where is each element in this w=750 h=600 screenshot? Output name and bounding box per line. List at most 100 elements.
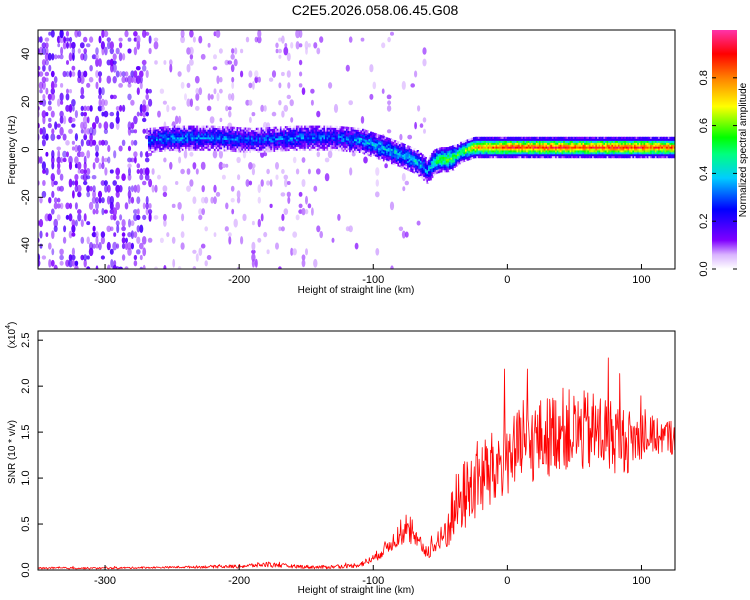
- spectrogram-ridge-cell: [292, 127, 295, 130]
- spectrogram-ridge-cell: [312, 127, 315, 130]
- spectrogram-ridge-cell: [638, 156, 641, 159]
- spectrogram-ridge-cell: [394, 149, 397, 152]
- spectrogram-ridge-cell: [164, 143, 167, 146]
- spectrogram-ridge-cell: [455, 152, 458, 156]
- spectrogram-ridge-cell: [495, 152, 498, 155]
- spectrogram-ridge-cell: [662, 138, 666, 141]
- spectrogram-ridge-cell: [387, 143, 390, 146]
- spectrogram-ridge-cell: [634, 144, 637, 147]
- spectrogram-ridge-cell: [268, 148, 271, 151]
- spectrogram-noise-cell: [386, 105, 392, 112]
- spectrogram-noise-cell: [402, 186, 406, 192]
- spectrogram-ridge-cell: [300, 146, 303, 149]
- spectrogram-ridge-cell: [302, 137, 305, 140]
- spectrogram-ridge-cell: [558, 150, 561, 153]
- spectrogram-noise-cell: [51, 248, 55, 256]
- spectrogram-ridge-cell: [485, 146, 489, 149]
- spectrogram-ridge-cell: [186, 137, 189, 140]
- spectrogram-ridge-cell: [669, 146, 672, 149]
- spectrogram-ridge-cell: [442, 149, 445, 152]
- spectrogram-ridge-cell: [576, 142, 579, 145]
- spectrogram-ridge-cell: [547, 148, 550, 151]
- spectrogram-ridge-cell: [539, 146, 542, 149]
- spectrogram-ridge-cell: [394, 142, 397, 145]
- spectrogram-ridge-cell: [268, 127, 271, 130]
- spectrogram-ridge-cell: [408, 163, 411, 166]
- spectrogram-noise-cell: [80, 151, 85, 158]
- spectrogram-ridge-cell: [167, 126, 170, 129]
- spectrogram-ridge-cell: [271, 147, 275, 151]
- spectrogram-ridge-cell: [189, 125, 192, 128]
- spectrogram-ridge-cell: [526, 138, 529, 141]
- spectrogram-ridge-cell: [617, 140, 621, 143]
- spectrogram-ridge-cell: [164, 137, 167, 141]
- spectrogram-noise-cell: [103, 209, 108, 214]
- spectrogram-ridge-cell: [518, 146, 521, 149]
- spectrogram-ridge-cell: [571, 140, 574, 143]
- spectrogram-ridge-cell: [415, 170, 418, 173]
- spectrogram-ridge-cell: [362, 146, 365, 149]
- spectrogram-ridge-cell: [292, 140, 295, 144]
- spectrogram-ridge-cell: [204, 125, 207, 128]
- spectrogram-ridge-cell: [302, 140, 305, 144]
- spectrogram-ridge-cell: [466, 145, 469, 148]
- spectrogram-ridge-cell: [273, 149, 276, 152]
- spectrogram-ridge-cell: [374, 148, 378, 151]
- spectrogram-ridge-cell: [625, 144, 629, 147]
- spectrogram-ridge-cell: [358, 150, 361, 153]
- spectrogram-ridge-cell: [503, 146, 506, 149]
- spectrogram-ridge-cell: [215, 131, 218, 134]
- spectrogram-ridge-cell: [305, 135, 308, 138]
- spectrogram-ridge-cell: [474, 140, 477, 143]
- spectrogram-ridge-cell: [304, 144, 307, 147]
- spectrogram-ridge-cell: [326, 142, 329, 145]
- spectrogram-ridge-cell: [405, 146, 408, 149]
- bottom-y-axis: 0.00.51.01.52.02.5: [20, 333, 43, 578]
- spectrogram-ridge-cell: [436, 148, 439, 151]
- spectrogram-ridge-cell: [413, 167, 416, 170]
- spectrogram-ridge-cell: [405, 163, 408, 166]
- spectrogram-noise-cell: [139, 168, 143, 175]
- spectrogram-ridge-cell: [600, 148, 603, 151]
- spectrogram-ridge-cell: [270, 149, 273, 153]
- spectrogram-ridge-cell: [617, 136, 621, 139]
- spectrogram-ridge-cell: [172, 146, 175, 149]
- spectrogram-ridge-cell: [302, 142, 305, 145]
- spectrogram-noise-cell: [139, 81, 143, 90]
- spectrogram-ridge-cell: [671, 136, 674, 139]
- spectrogram-ridge-cell: [185, 139, 188, 142]
- spectrogram-ridge-cell: [550, 144, 553, 147]
- spectrogram-noise-cell: [41, 59, 46, 66]
- spectrogram-ridge-cell: [466, 141, 469, 144]
- spectrogram-ridge-cell: [218, 135, 221, 138]
- spectrogram-ridge-cell: [662, 146, 666, 149]
- spectrogram-ridge-cell: [611, 154, 614, 157]
- spectrogram-ridge-cell: [355, 146, 358, 149]
- spectrogram-ridge-cell: [619, 150, 622, 153]
- spectrogram-noise-cell: [45, 151, 49, 157]
- spectrogram-ridge-cell: [535, 148, 538, 151]
- spectrogram-ridge-cell: [601, 144, 604, 147]
- spectrogram-ridge-cell: [152, 144, 155, 147]
- spectrogram-ridge-cell: [318, 131, 321, 134]
- spectrogram-ridge-cell: [391, 141, 394, 144]
- spectrogram-ridge-cell: [535, 144, 538, 147]
- spectrogram-noise-cell: [124, 242, 129, 251]
- spectrogram-ridge-cell: [407, 153, 410, 156]
- spectrogram-ridge-cell: [627, 154, 630, 157]
- spectrogram-ridge-cell: [281, 137, 284, 140]
- spectrogram-ridge-cell: [276, 145, 279, 148]
- spectrogram-ridge-cell: [514, 144, 518, 147]
- spectrogram-ridge-cell: [621, 142, 624, 145]
- spectrogram-ridge-cell: [345, 132, 349, 135]
- spectrogram-noise-cell: [83, 169, 87, 174]
- spectrogram-ridge-cell: [559, 156, 563, 159]
- spectrogram-ridge-cell: [263, 138, 266, 141]
- spectrogram-ridge-cell: [234, 130, 238, 133]
- spectrogram-ridge-cell: [503, 142, 506, 145]
- spectrogram-ridge-cell: [426, 166, 429, 169]
- spectrogram-ridge-cell: [502, 138, 505, 141]
- spectrogram-noise-cell: [65, 140, 70, 146]
- spectrogram-ridge-cell: [637, 146, 640, 149]
- spectrogram-ridge-cell: [539, 144, 542, 147]
